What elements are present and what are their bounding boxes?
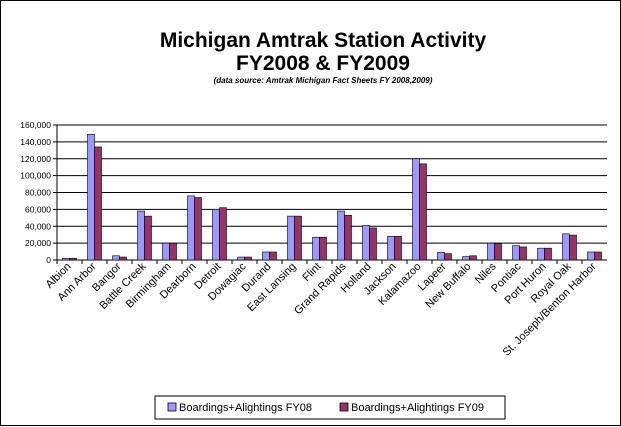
bar-fy08 (162, 242, 170, 261)
bar-fy09 (319, 236, 327, 261)
bar-fy08 (337, 210, 345, 261)
bar-fy09 (544, 247, 552, 261)
legend-box (154, 395, 506, 420)
legend-label-fy09: Boardings+Alightings FY09 (351, 402, 484, 414)
bar-fy08 (287, 215, 295, 261)
bar-fy09 (219, 207, 227, 261)
bar-fy09 (469, 255, 477, 261)
bar-fy09 (369, 227, 377, 261)
bar-fy08 (62, 258, 70, 261)
bar-fy09 (594, 251, 602, 261)
bar-fy09 (269, 251, 277, 261)
y-tick-label: 40,000 (25, 221, 51, 231)
bar-fy09 (94, 146, 102, 261)
bar-fy08 (487, 242, 495, 261)
bar-fy09 (119, 256, 127, 261)
y-tick-label: 160,000 (20, 120, 51, 130)
bar-fy08 (387, 236, 395, 261)
bar-fy08 (587, 251, 595, 261)
bar-fy09 (394, 236, 402, 261)
chart-title-line2: FY2008 & FY2009 (236, 52, 410, 75)
bar-fy09 (569, 234, 577, 261)
bar-fy08 (512, 245, 520, 261)
legend: Boardings+Alightings FY08 Boardings+Alig… (154, 395, 506, 420)
legend-label-fy08: Boardings+Alightings FY08 (179, 402, 312, 414)
bar-fy09 (69, 258, 77, 261)
bar-fy09 (294, 215, 302, 261)
bar-fy09 (169, 242, 177, 261)
bar-fy08 (237, 256, 245, 261)
y-tick-label: 60,000 (25, 204, 51, 214)
bar-fy08 (412, 158, 420, 261)
bar-fy08 (262, 251, 270, 261)
bar-fy08 (137, 210, 145, 261)
y-tick-label: 20,000 (25, 238, 51, 248)
bar-fy08 (112, 255, 120, 261)
y-tick-label: 120,000 (20, 154, 51, 164)
bar-fy08 (212, 209, 220, 261)
bar-fy09 (419, 163, 427, 261)
y-tick-label: 0 (46, 255, 51, 265)
bar-fy08 (362, 225, 370, 261)
y-tick-label: 80,000 (25, 188, 51, 198)
bar-fy09 (444, 253, 452, 261)
chart-title: Michigan Amtrak Station Activity (160, 29, 487, 52)
bar-fy08 (87, 133, 95, 261)
bar-fy08 (537, 247, 545, 261)
bar-fy09 (144, 215, 152, 261)
bar-fy09 (519, 246, 527, 261)
bars (62, 133, 602, 261)
bar-fy09 (494, 243, 502, 261)
legend-swatch-fy08 (167, 402, 177, 412)
bar-fy08 (562, 233, 570, 261)
bar-fy08 (437, 252, 445, 261)
bar-fy08 (187, 195, 195, 261)
bar-fy09 (194, 197, 202, 261)
y-tick-label: 100,000 (20, 171, 51, 181)
bar-fy09 (244, 256, 252, 261)
bar-fy08 (462, 256, 470, 261)
chart-subtitle: (data source: Amtrak Michigan Fact Sheet… (214, 76, 433, 85)
bar-fy09 (344, 214, 352, 261)
y-tick-label: 140,000 (20, 137, 51, 147)
legend-swatch-fy09 (339, 402, 349, 412)
bar-fy08 (312, 236, 320, 261)
